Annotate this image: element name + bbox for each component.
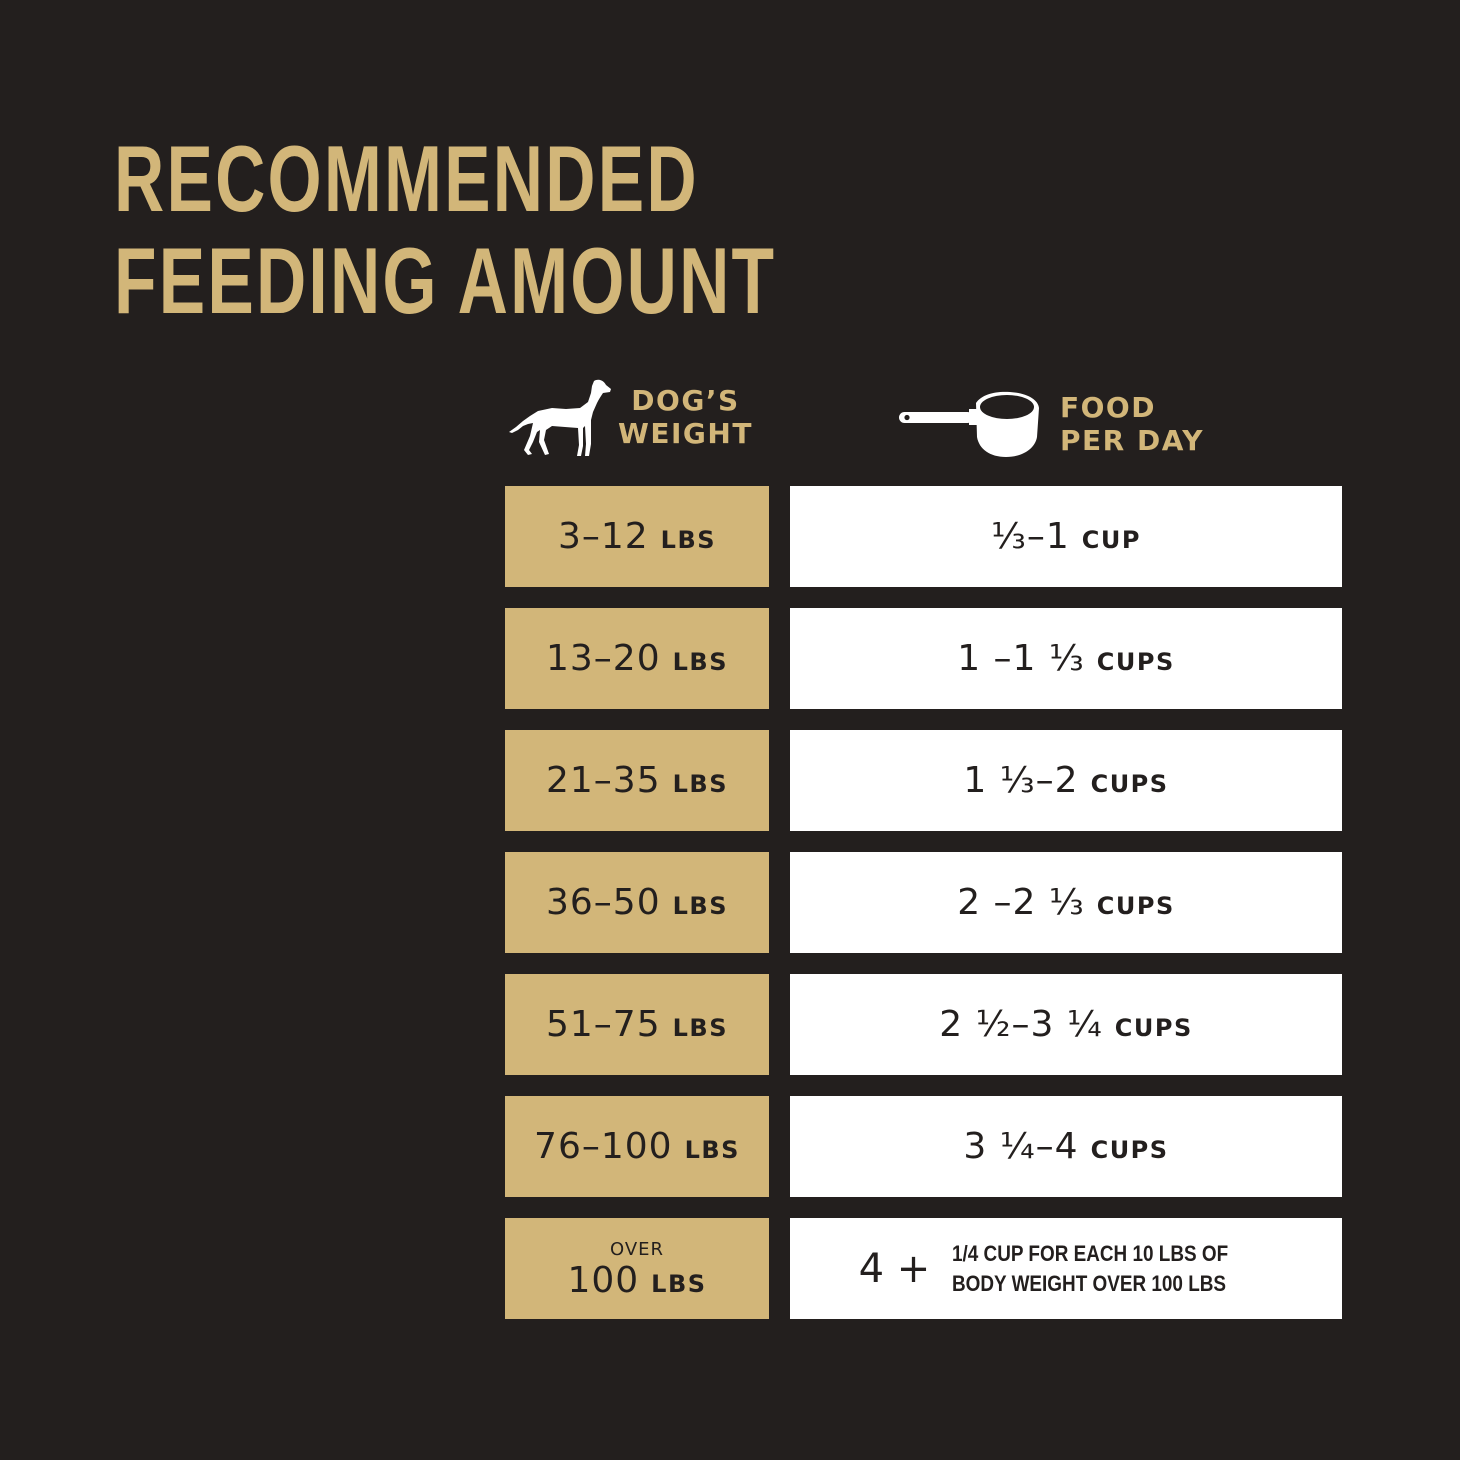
- weight-cell: OVER 100 LBS: [505, 1218, 769, 1319]
- weight-unit: LBS: [672, 648, 728, 676]
- food-cell: 4 + 1/4 CUP FOR EACH 10 LBS OF BODY WEIG…: [790, 1218, 1342, 1319]
- food-amount: 2 ½–3 ¼: [939, 1004, 1103, 1045]
- food-cell: 2 ½–3 ¼ CUPS: [790, 974, 1342, 1075]
- weight-cell: 76–100 LBS: [505, 1096, 769, 1197]
- food-cell: 3 ¼–4 CUPS: [790, 1096, 1342, 1197]
- food-unit: CUPS: [1090, 1136, 1169, 1164]
- weight-cell: 3–12 LBS: [505, 486, 769, 587]
- weight-value: 100: [567, 1260, 640, 1301]
- food-amount: 4 +: [858, 1245, 931, 1292]
- table-row: 76–100 LBS 3 ¼–4 CUPS: [505, 1096, 1342, 1197]
- weight-cell: 36–50 LBS: [505, 852, 769, 953]
- food-header-line-2: PER DAY: [1060, 424, 1204, 457]
- food-amount: 3 ¼–4: [963, 1126, 1079, 1167]
- food-header-line-1: FOOD: [1060, 391, 1156, 424]
- table-row: 36–50 LBS 2 –2 ⅓ CUPS: [505, 852, 1342, 953]
- food-unit: CUPS: [1114, 1014, 1193, 1042]
- food-unit: CUPS: [1090, 770, 1169, 798]
- food-cell: 2 –2 ⅓ CUPS: [790, 852, 1342, 953]
- food-unit: CUPS: [1096, 648, 1175, 676]
- food-column-header: FOOD PER DAY: [896, 386, 1204, 462]
- weight-value: 76–100: [534, 1126, 673, 1167]
- weight-prefix: OVER: [609, 1239, 665, 1260]
- weight-unit: LBS: [660, 526, 717, 554]
- food-amount: 1 –1 ⅓: [957, 638, 1085, 679]
- food-cell: 1 ⅓–2 CUPS: [790, 730, 1342, 831]
- weight-unit: LBS: [684, 1136, 740, 1164]
- weight-cell: 21–35 LBS: [505, 730, 769, 831]
- weight-unit: LBS: [672, 892, 728, 920]
- weight-header-label: DOG’S WEIGHT: [618, 384, 753, 450]
- weight-value: 36–50: [546, 882, 661, 923]
- dog-icon: [509, 379, 611, 456]
- food-cell: ⅓–1 CUP: [790, 486, 1342, 587]
- weight-unit: LBS: [672, 770, 728, 798]
- weight-cell: 51–75 LBS: [505, 974, 769, 1075]
- food-amount: ⅓–1: [991, 516, 1070, 557]
- weight-header-line-1: DOG’S: [631, 384, 740, 417]
- weight-value: 51–75: [546, 1004, 661, 1045]
- page-title: RECOMMENDED FEEDING AMOUNT: [114, 128, 776, 332]
- weight-header-line-2: WEIGHT: [618, 417, 753, 450]
- table-row: 13–20 LBS 1 –1 ⅓ CUPS: [505, 608, 1342, 709]
- weight-value: 21–35: [546, 760, 661, 801]
- food-cell: 1 –1 ⅓ CUPS: [790, 608, 1342, 709]
- feeding-table: 3–12 LBS ⅓–1 CUP 13–20 LBS 1 –1 ⅓ CUPS: [505, 486, 1342, 1340]
- table-row: 21–35 LBS 1 ⅓–2 CUPS: [505, 730, 1342, 831]
- food-amount: 1 ⅓–2: [963, 760, 1079, 801]
- weight-cell: 13–20 LBS: [505, 608, 769, 709]
- title-line-2: FEEDING AMOUNT: [114, 228, 777, 333]
- food-header-label: FOOD PER DAY: [1060, 391, 1204, 457]
- weight-value: 13–20: [546, 638, 661, 679]
- table-row: 3–12 LBS ⅓–1 CUP: [505, 486, 1342, 587]
- weight-unit: LBS: [651, 1270, 707, 1298]
- food-unit: CUP: [1081, 526, 1141, 554]
- food-note-line-1: 1/4 CUP FOR EACH 10 LBS OF: [952, 1240, 1229, 1266]
- table-row-over-100: OVER 100 LBS 4 + 1/4 CUP FOR EACH 10 LBS…: [505, 1218, 1342, 1319]
- weight-value: 3–12: [557, 516, 649, 557]
- food-note-line-2: BODY WEIGHT OVER 100 LBS: [952, 1270, 1227, 1296]
- weight-column-header: DOG’S WEIGHT: [506, 376, 753, 458]
- food-amount: 2 –2 ⅓: [957, 882, 1085, 923]
- food-note: 1/4 CUP FOR EACH 10 LBS OF BODY WEIGHT O…: [952, 1239, 1228, 1299]
- weight-unit: LBS: [672, 1014, 728, 1042]
- measuring-cup-icon: [899, 391, 1039, 457]
- title-line-1: RECOMMENDED: [114, 126, 699, 231]
- food-unit: CUPS: [1096, 892, 1175, 920]
- table-row: 51–75 LBS 2 ½–3 ¼ CUPS: [505, 974, 1342, 1075]
